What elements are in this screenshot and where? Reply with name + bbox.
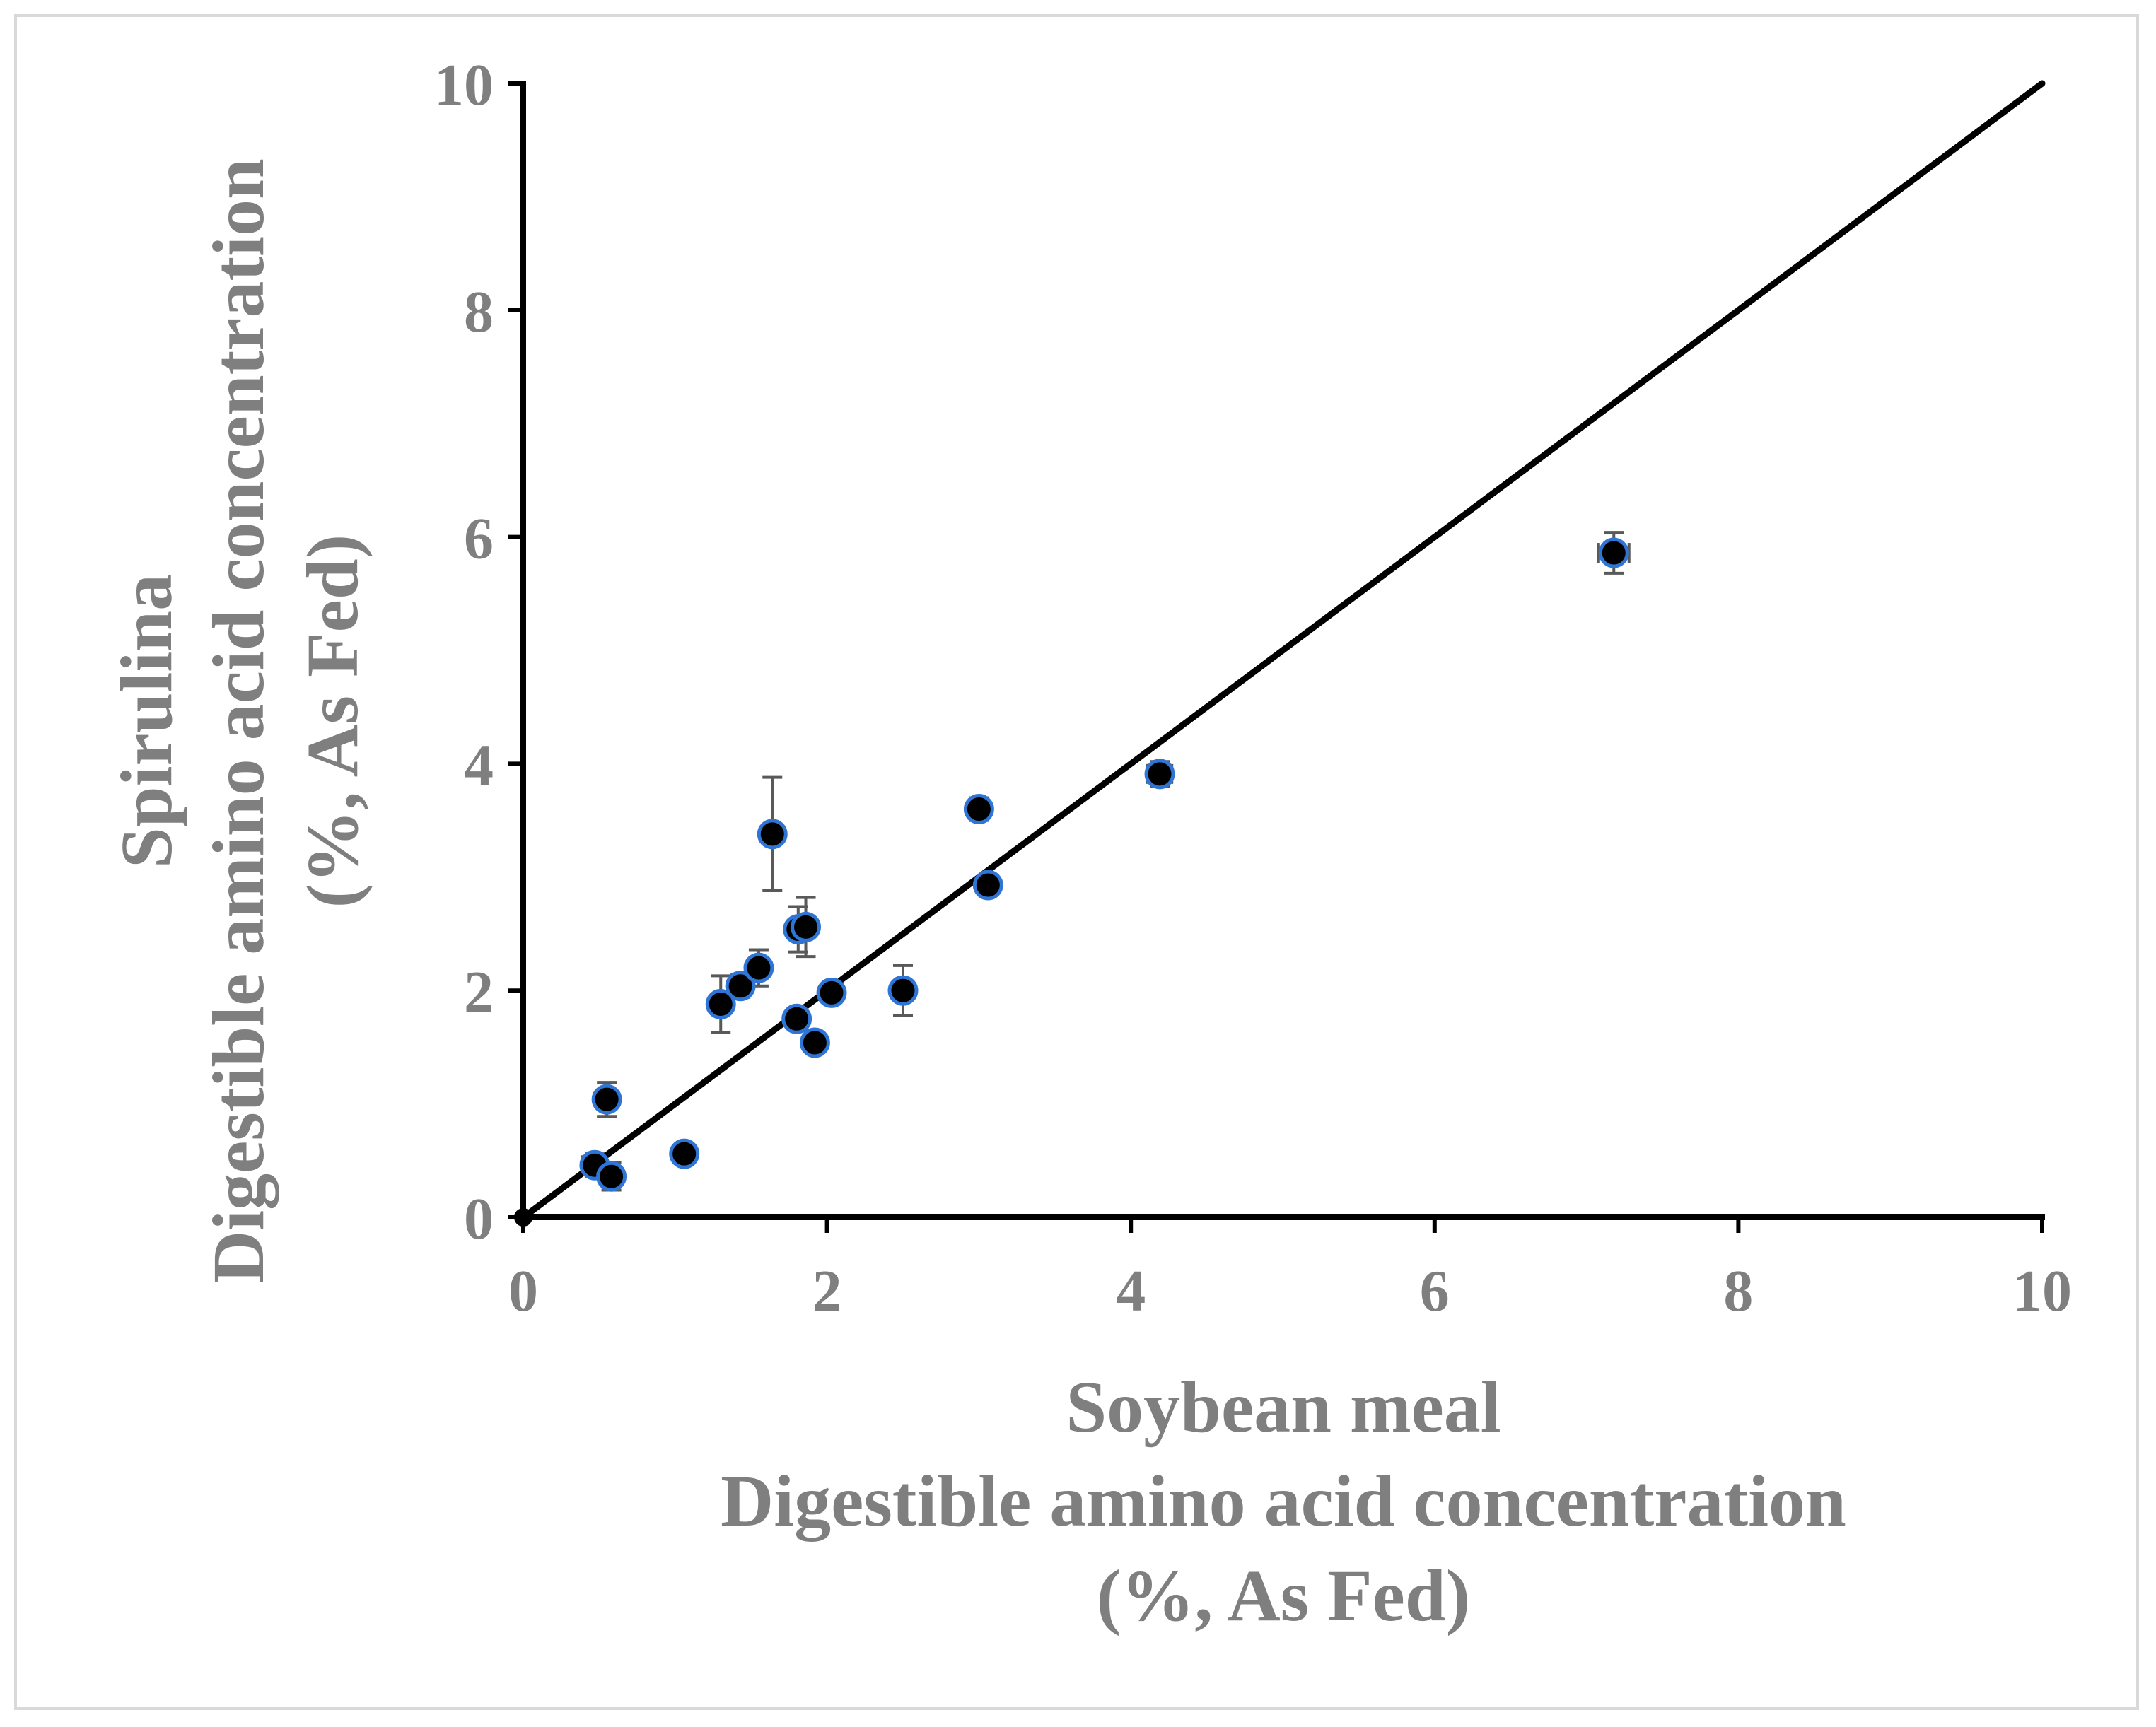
x-tick-label: 4	[1116, 1258, 1146, 1324]
data-point	[743, 952, 774, 983]
figure-frame	[14, 14, 2139, 1710]
data-point	[596, 1161, 627, 1192]
y-tick-label: 2	[464, 959, 494, 1025]
x-tick-label: 2	[812, 1258, 842, 1324]
data-point	[669, 1138, 700, 1169]
data-point	[1144, 759, 1175, 790]
data-point	[963, 794, 994, 825]
y-tick-label: 8	[464, 279, 494, 345]
reference-line-group	[520, 80, 2046, 1221]
y-axis-title-line: (%, As Fed)	[292, 534, 373, 908]
y-tick-label: 10	[434, 52, 494, 118]
data-point	[887, 975, 919, 1006]
data-point	[816, 977, 847, 1008]
x-tick-label: 8	[1723, 1258, 1753, 1324]
data-point	[972, 870, 1003, 901]
x-axis-title-line: Soybean meal	[1066, 1366, 1501, 1448]
y-axis-title-line: Digestible amino acid concentration	[198, 158, 279, 1284]
axes	[508, 81, 2045, 1233]
data-points	[514, 537, 1629, 1227]
reference-line	[520, 80, 2046, 1221]
data-point	[725, 971, 756, 1002]
y-axis-title-line: Spirulina	[106, 574, 187, 868]
error-bars	[581, 531, 1631, 1192]
data-point	[591, 1084, 622, 1115]
data-point	[1598, 537, 1629, 568]
data-point	[757, 819, 788, 850]
data-point	[791, 911, 822, 942]
x-axis-title-line: (%, As Fed)	[1097, 1555, 1471, 1637]
x-axis-title-line: Digestible amino acid concentration	[721, 1460, 1846, 1542]
data-point	[799, 1027, 830, 1058]
y-tick-label: 6	[464, 506, 494, 572]
y-tick-label: 0	[464, 1186, 494, 1252]
x-tick-label: 0	[508, 1258, 538, 1324]
x-tick-label: 6	[1420, 1258, 1450, 1324]
tick-labels: 0 2 4 6 8 10 0 2 4 6 8 10	[434, 52, 2072, 1324]
y-tick-label: 4	[464, 732, 494, 798]
data-point	[781, 1003, 812, 1034]
axis-titles: Soybean meal Digestible amino acid concen…	[106, 158, 1846, 1637]
x-tick-label: 10	[2012, 1258, 2072, 1324]
data-point	[705, 988, 736, 1019]
